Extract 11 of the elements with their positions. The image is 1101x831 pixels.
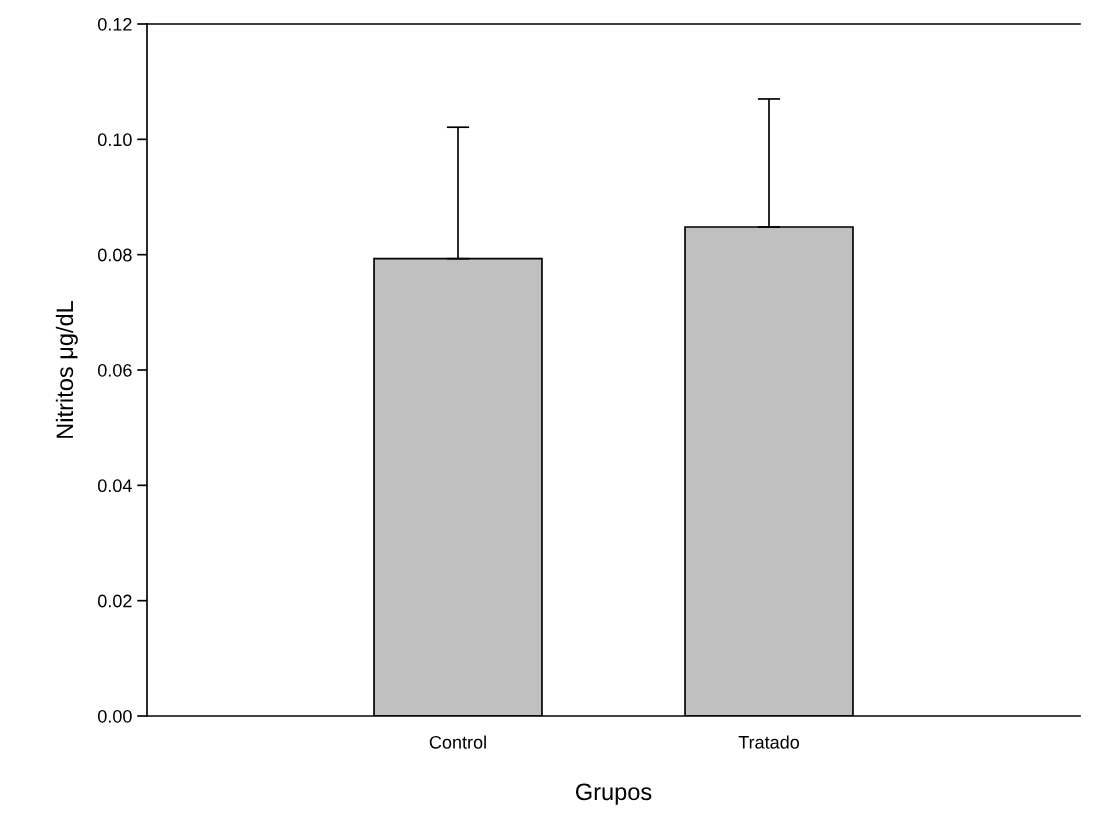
y-tick-label: 0.02: [97, 594, 132, 608]
y-tick-label: 0.12: [97, 17, 132, 31]
y-tick-label: 0.06: [97, 363, 132, 377]
y-tick-label: 0.00: [97, 709, 132, 723]
x-tick-label: Control: [429, 735, 486, 749]
x-tick-label: Tratado: [738, 735, 800, 749]
y-tick-label: 0.08: [97, 248, 132, 262]
x-axis-title: Grupos: [575, 783, 652, 805]
y-axis-title: Nitritos μg/dL: [55, 300, 78, 438]
y-tick-label: 0.10: [97, 133, 132, 147]
y-tick-label: 0.04: [97, 479, 132, 493]
